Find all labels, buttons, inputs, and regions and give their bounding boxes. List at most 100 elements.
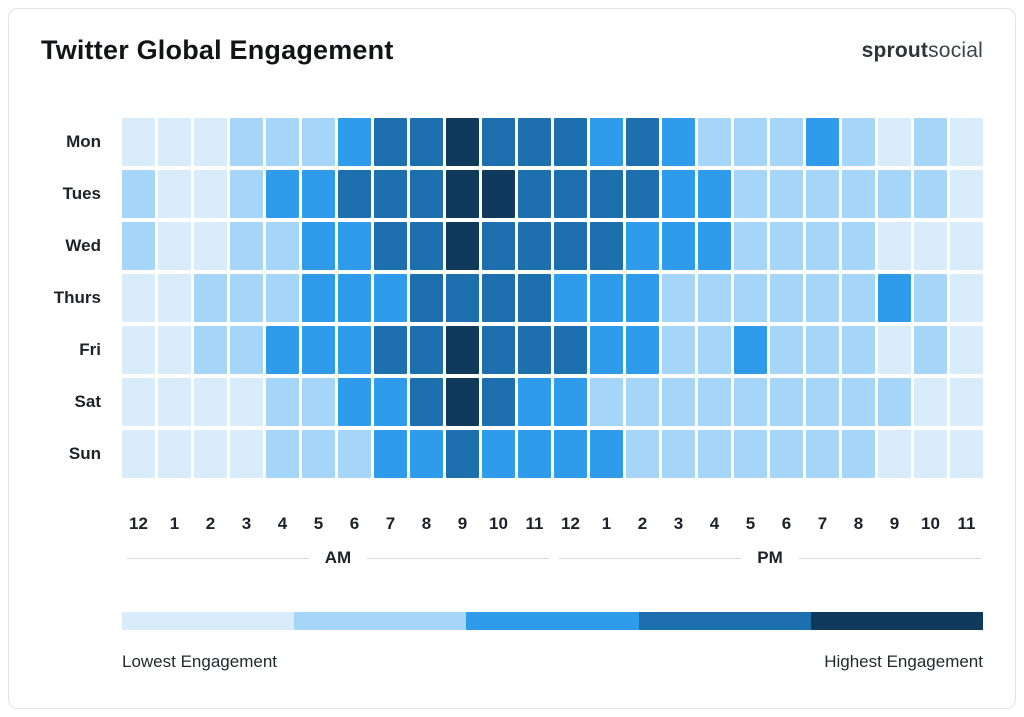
heatmap-cell [590,274,623,322]
hour-label: 9 [889,514,900,533]
heatmap-cell [842,118,875,166]
heatmap-cell [338,326,371,374]
hour-label: 2 [637,514,648,533]
heatmap-cell [374,430,407,478]
heatmap-cell [950,118,983,166]
heatmap-cell [374,118,407,166]
heatmap-cell [194,326,227,374]
heatmap-cell [446,326,479,374]
heatmap-cell [770,118,803,166]
heatmap-cell [878,222,911,270]
heatmap-cell [194,118,227,166]
heatmap-cell [950,170,983,218]
heatmap-cell [302,222,335,270]
heatmap-cell [482,326,515,374]
heatmap-cell [410,170,443,218]
heatmap-cell [158,274,191,322]
heatmap-cell [194,170,227,218]
heatmap-cell [338,170,371,218]
heatmap-cell [662,118,695,166]
legend-segment [122,612,295,630]
heatmap-cell [662,170,695,218]
heatmap-cell [842,274,875,322]
row-label-thurs: Thurs [53,288,101,307]
heatmap-cell [770,378,803,426]
heatmap-cell [806,430,839,478]
heatmap-cell [266,222,299,270]
heatmap-cell [374,326,407,374]
heatmap-cell [554,222,587,270]
hour-label: 2 [205,514,216,533]
heatmap-cell [518,326,551,374]
heatmap-cell [338,118,371,166]
heatmap-cell [842,326,875,374]
heatmap-cell [698,430,731,478]
heatmap-cell [698,222,731,270]
heatmap-cell [122,274,155,322]
heatmap-cell [770,326,803,374]
heatmap-cell [914,326,947,374]
heatmap-cell [518,118,551,166]
pm-label: PM [757,548,783,567]
heatmap-cell [266,118,299,166]
heatmap-cell [482,170,515,218]
heatmap-cell [302,378,335,426]
heatmap-cell [626,430,659,478]
heatmap-cell [122,222,155,270]
heatmap-cell [266,274,299,322]
heatmap-cell [518,222,551,270]
heatmap-cell [806,326,839,374]
heatmap-cell [410,326,443,374]
hour-label: 3 [673,514,684,533]
row-label-fri: Fri [79,340,101,359]
legend-color-scale [122,612,984,630]
heatmap-cell [302,430,335,478]
hour-label: 10 [489,514,508,533]
heatmap-cell [410,430,443,478]
heatmap-cell [482,378,515,426]
row-label-wed: Wed [65,236,101,255]
heatmap-cell [482,430,515,478]
heatmap-cell [410,222,443,270]
pm-period: PM [557,548,983,568]
hour-label: 10 [921,514,940,533]
period-spacer [41,548,119,568]
heatmap-cell [950,326,983,374]
heatmap-cell [914,378,947,426]
heatmap-cell [662,222,695,270]
heatmap-cell [338,378,371,426]
heatmap-cell [734,222,767,270]
hour-label: 12 [129,514,148,533]
heatmap-cell [482,222,515,270]
heatmap-cell [698,170,731,218]
heatmap-cell [446,222,479,270]
hour-label: 7 [817,514,828,533]
hour-label: 11 [957,514,976,533]
heatmap-cell [734,274,767,322]
heatmap-cell [194,430,227,478]
pm-rule-left [559,557,742,559]
heatmap-cell [770,170,803,218]
header: Twitter Global Engagement sproutsocial [41,35,983,66]
heatmap-cell [158,326,191,374]
heatmap-cell [302,170,335,218]
legend-segment [294,612,467,630]
heatmap-cell [122,118,155,166]
heatmap-cell [662,274,695,322]
heatmap-cell [770,430,803,478]
am-rule-right [367,557,550,559]
heatmap-cell [734,118,767,166]
am-period: AM [125,548,551,568]
heatmap-cell [590,430,623,478]
heatmap-grid: Mon Tues Wed Thurs Fri Sat Sun [41,118,983,478]
heatmap-cell [302,326,335,374]
am-label: AM [324,548,352,567]
heatmap-cell [338,430,371,478]
hour-label: 6 [781,514,792,533]
hour-axis-spacer [41,514,119,534]
legend-highest-label: Highest Engagement [824,652,983,671]
heatmap-cell [266,430,299,478]
hour-label: 5 [313,514,324,533]
heatmap-cell [230,274,263,322]
heatmap-cell [194,222,227,270]
